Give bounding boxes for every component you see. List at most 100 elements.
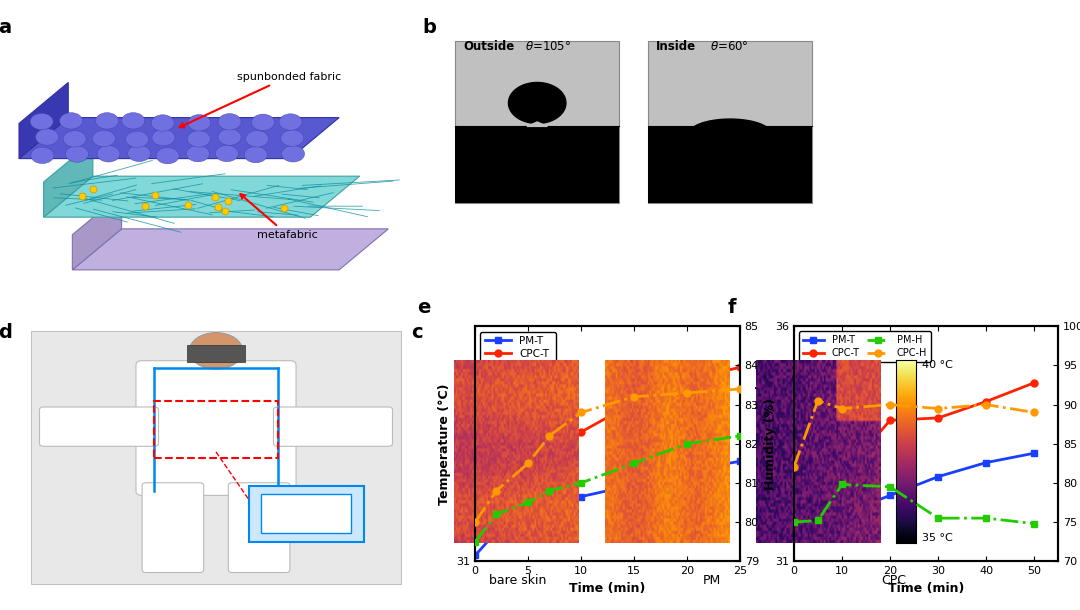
- CPC-H: [836, 405, 849, 412]
- Polygon shape: [527, 122, 548, 126]
- Circle shape: [59, 113, 82, 129]
- Circle shape: [252, 114, 274, 131]
- CPC-T: [627, 399, 640, 406]
- Circle shape: [245, 131, 269, 147]
- Legend: PM-T, CPC-T, PM-H, CPC-H: PM-T, CPC-T, PM-H, CPC-H: [481, 332, 555, 389]
- Bar: [648, 41, 812, 203]
- Circle shape: [63, 131, 86, 147]
- CPC-H: [469, 518, 482, 526]
- PM-H: [680, 440, 693, 447]
- Polygon shape: [43, 176, 360, 217]
- Circle shape: [152, 129, 175, 146]
- Circle shape: [66, 146, 89, 162]
- CPC-T: [469, 522, 482, 529]
- CPC-T: [883, 417, 896, 424]
- Circle shape: [97, 146, 120, 162]
- Text: $\theta$=105°: $\theta$=105°: [525, 40, 571, 53]
- Circle shape: [157, 148, 179, 164]
- Bar: [187, 345, 245, 362]
- Text: 35 °C: 35 °C: [921, 533, 953, 543]
- PM-T: [787, 525, 800, 532]
- Circle shape: [282, 146, 305, 162]
- CPC-H: [787, 464, 800, 471]
- Line: PM-H: PM-H: [791, 481, 1038, 527]
- PM-T: [522, 511, 535, 518]
- Circle shape: [187, 131, 211, 147]
- Line: CPC-H: CPC-H: [472, 386, 743, 526]
- Legend: PM-T, CPC-T, PM-H, CPC-H: PM-T, CPC-T, PM-H, CPC-H: [799, 331, 931, 362]
- PM-H: [1028, 520, 1041, 527]
- Polygon shape: [72, 194, 122, 270]
- Text: Inside: Inside: [657, 40, 697, 53]
- PM-H: [490, 511, 503, 518]
- CPC-T: [980, 398, 993, 405]
- Circle shape: [279, 114, 302, 130]
- CPC-H: [932, 405, 945, 412]
- CPC-H: [575, 409, 588, 416]
- PM-H: [811, 517, 824, 524]
- Bar: [261, 494, 351, 533]
- Text: a: a: [0, 18, 12, 37]
- PM-T: [575, 493, 588, 500]
- CPC-H: [1028, 409, 1041, 416]
- Text: 40 °C: 40 °C: [921, 360, 953, 370]
- FancyBboxPatch shape: [228, 483, 289, 573]
- PM-H: [883, 483, 896, 490]
- CPC-H: [733, 386, 746, 393]
- Circle shape: [187, 145, 210, 162]
- Circle shape: [151, 115, 174, 131]
- Polygon shape: [72, 229, 389, 270]
- Bar: [455, 41, 619, 203]
- PM-T: [680, 467, 693, 474]
- Circle shape: [218, 129, 241, 145]
- Y-axis label: Temperature (°C): Temperature (°C): [756, 383, 769, 504]
- Line: CPC-H: CPC-H: [791, 397, 1038, 471]
- CPC-T: [836, 473, 849, 480]
- Line: PM-T: PM-T: [472, 458, 743, 559]
- CPC-T: [522, 493, 535, 500]
- PM-H: [522, 499, 535, 506]
- Circle shape: [215, 145, 239, 162]
- Bar: [648, 126, 812, 203]
- CPC-H: [543, 432, 556, 440]
- CPC-H: [811, 397, 824, 404]
- Line: CPC-T: CPC-T: [472, 364, 743, 529]
- Line: CPC-T: CPC-T: [791, 379, 1038, 508]
- Circle shape: [31, 147, 54, 163]
- Polygon shape: [509, 82, 566, 123]
- CPC-H: [680, 389, 693, 396]
- Polygon shape: [19, 118, 339, 159]
- CPC-H: [883, 401, 896, 408]
- PM-H: [932, 514, 945, 522]
- Text: CPC: CPC: [881, 574, 906, 587]
- PM-H: [627, 460, 640, 467]
- Bar: [248, 486, 364, 542]
- Circle shape: [244, 146, 267, 163]
- PM-T: [733, 458, 746, 465]
- Text: c: c: [411, 323, 423, 342]
- FancyBboxPatch shape: [143, 483, 204, 573]
- PM-H: [836, 481, 849, 488]
- PM-H: [469, 538, 482, 545]
- CPC-T: [543, 470, 556, 477]
- Circle shape: [36, 129, 58, 145]
- FancyBboxPatch shape: [40, 407, 159, 447]
- Text: Outside: Outside: [463, 40, 514, 53]
- Polygon shape: [19, 82, 68, 159]
- Text: d: d: [0, 323, 12, 342]
- CPC-T: [811, 487, 824, 495]
- PM-H: [787, 518, 800, 526]
- CPC-H: [980, 401, 993, 408]
- Circle shape: [93, 131, 116, 147]
- Text: b: b: [422, 18, 436, 37]
- Polygon shape: [43, 141, 93, 217]
- PM-T: [980, 459, 993, 466]
- X-axis label: Time (min): Time (min): [569, 581, 646, 595]
- Circle shape: [125, 131, 149, 148]
- Text: e: e: [417, 298, 430, 317]
- PM-T: [543, 499, 556, 506]
- FancyBboxPatch shape: [273, 407, 392, 447]
- Text: metafabric: metafabric: [241, 194, 318, 240]
- Line: PM-T: PM-T: [791, 450, 1038, 536]
- CPC-T: [1028, 379, 1041, 386]
